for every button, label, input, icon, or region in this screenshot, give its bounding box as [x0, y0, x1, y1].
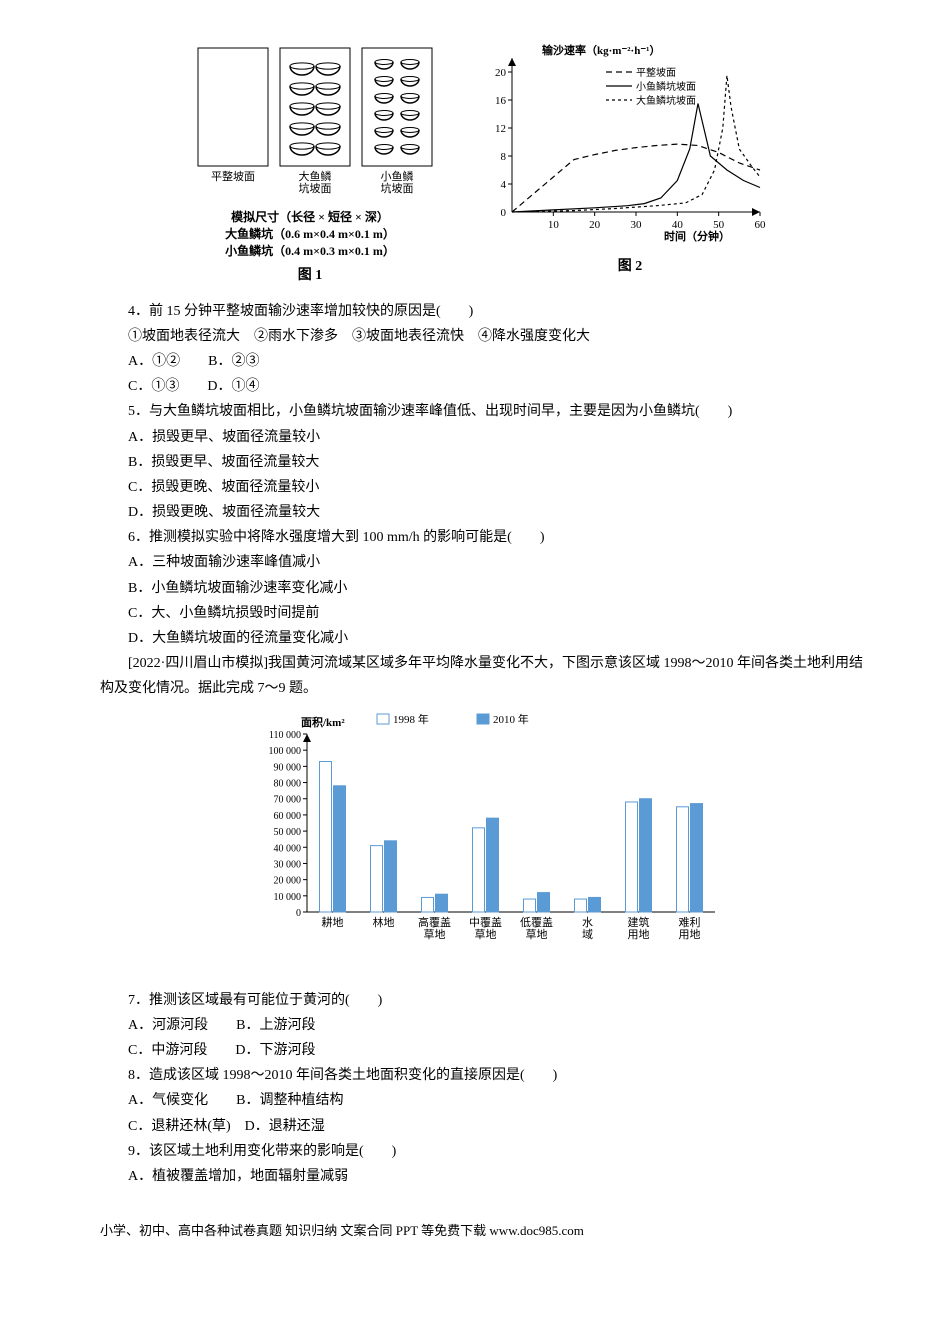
svg-text:难利: 难利 — [679, 916, 701, 929]
svg-text:高覆盖: 高覆盖 — [418, 915, 451, 929]
svg-text:时间（分钟）: 时间（分钟） — [664, 229, 730, 243]
svg-text:20 000: 20 000 — [274, 875, 302, 886]
svg-text:40 000: 40 000 — [274, 843, 302, 854]
q6-optB: B．小鱼鳞坑坡面输沙速率变化减小 — [100, 576, 870, 601]
svg-text:0: 0 — [296, 908, 301, 919]
figure-1: 平整坡面大鱼鳞坑坡面小鱼鳞坑坡面 模拟尺寸（长径 × 短径 × 深） 大鱼鳞坑（… — [180, 40, 440, 289]
svg-text:50 000: 50 000 — [274, 827, 302, 838]
q5-optD: D．损毁更晚、坡面径流量较大 — [100, 500, 870, 525]
svg-text:100 000: 100 000 — [269, 746, 302, 757]
fig1-dim-title: 模拟尺寸（长径 × 短径 × 深） — [225, 209, 395, 226]
svg-text:4: 4 — [501, 179, 507, 191]
q4-sub: ①坡面地表径流大 ②雨水下渗多 ③坡面地表径流快 ④降水强度变化大 — [100, 324, 870, 349]
q9-optA: A．植被覆盖增加，地面辐射量减弱 — [100, 1164, 870, 1189]
q9-stem: 9．该区域土地利用变化带来的影响是( ) — [100, 1139, 870, 1164]
svg-text:30: 30 — [631, 219, 643, 231]
bar-chart-svg: 0 10 000 20 000 30 000 40 000 50 000 60 000 70 … — [245, 708, 725, 978]
q8-optA: A．气候变化 — [128, 1093, 208, 1108]
svg-text:中覆盖: 中覆盖 — [469, 915, 502, 929]
svg-text:草地: 草地 — [526, 928, 548, 941]
svg-text:坑坡面: 坑坡面 — [381, 181, 414, 195]
svg-text:草地: 草地 — [424, 928, 446, 941]
q7-optC: C．中游河段 — [128, 1043, 207, 1058]
svg-text:10: 10 — [548, 219, 560, 231]
svg-text:草地: 草地 — [475, 928, 497, 941]
q8-optC: C．退耕还林(草) — [128, 1119, 231, 1134]
q4-optA: A．①② — [128, 354, 180, 369]
q4-stem: 4．前 15 分钟平整坡面输沙速率增加较快的原因是( ) — [100, 299, 870, 324]
svg-text:输沙速率（kg·m⁻²·h⁻¹）: 输沙速率（kg·m⁻²·h⁻¹） — [542, 43, 660, 57]
q8-stem: 8．造成该区域 1998～2010 年间各类土地面积变化的直接原因是( ) — [100, 1063, 870, 1088]
svg-text:用地: 用地 — [628, 928, 650, 941]
q5-optB: B．损毁更早、坡面径流量较大 — [100, 450, 870, 475]
svg-text:30 000: 30 000 — [274, 859, 302, 870]
bar-chart: 0 10 000 20 000 30 000 40 000 50 000 60 000 70 … — [100, 708, 870, 978]
fig1-caption: 图 1 — [298, 263, 323, 288]
svg-text:域: 域 — [582, 928, 593, 941]
page-footer: 小学、初中、高中各种试卷真题 知识归纳 文案合同 PPT 等免费下载 www.d… — [100, 1219, 870, 1242]
passage-2: [2022·四川眉山市模拟]我国黄河流域某区域多年平均降水量变化不大，下图示意该… — [100, 651, 870, 701]
q6-optD: D．大鱼鳞坑坡面的径流量变化减小 — [100, 626, 870, 651]
svg-text:大鱼鳞: 大鱼鳞 — [299, 169, 332, 183]
fig2-svg: 4 8 12 16 20 10 20 30 40 50 60 0 输沙速率（kg·m⁻²·h⁻¹） 时间（… — [470, 40, 790, 250]
q4-optD: D．①④ — [207, 379, 259, 394]
q8-optD: D．退耕还湿 — [245, 1119, 325, 1134]
svg-text:坑坡面: 坑坡面 — [299, 181, 332, 195]
svg-text:90 000: 90 000 — [274, 762, 302, 773]
q6-optC: C．大、小鱼鳞坑损毁时间提前 — [100, 601, 870, 626]
figure-2: 4 8 12 16 20 10 20 30 40 50 60 0 输沙速率（kg·m⁻²·h⁻¹） 时间（… — [470, 40, 790, 289]
svg-text:80 000: 80 000 — [274, 778, 302, 789]
svg-text:平整坡面: 平整坡面 — [211, 169, 255, 183]
fig2-caption: 图 2 — [618, 254, 643, 279]
fig1-dim-notes: 模拟尺寸（长径 × 短径 × 深） 大鱼鳞坑（0.6 m×0.4 m×0.1 m… — [225, 209, 395, 259]
svg-text:110 000: 110 000 — [269, 730, 301, 741]
svg-text:20: 20 — [495, 67, 507, 79]
fig1-dim-big: 大鱼鳞坑（0.6 m×0.4 m×0.1 m） — [225, 226, 395, 243]
q7-stem: 7．推测该区域最有可能位于黄河的( ) — [100, 988, 870, 1013]
svg-text:林地: 林地 — [373, 915, 395, 929]
svg-text:水: 水 — [582, 916, 593, 929]
svg-text:16: 16 — [495, 95, 507, 107]
q5-optA: A．损毁更早、坡面径流量较小 — [100, 425, 870, 450]
svg-text:50: 50 — [713, 219, 725, 231]
svg-text:70 000: 70 000 — [274, 794, 302, 805]
fig1-dim-small: 小鱼鳞坑（0.4 m×0.3 m×0.1 m） — [225, 243, 395, 260]
figure-row: 平整坡面大鱼鳞坑坡面小鱼鳞坑坡面 模拟尺寸（长径 × 短径 × 深） 大鱼鳞坑（… — [100, 40, 870, 289]
q7-optD: D．下游河段 — [235, 1043, 315, 1058]
svg-text:用地: 用地 — [679, 928, 701, 941]
q6-optA: A．三种坡面输沙速率峰值减小 — [100, 550, 870, 575]
svg-text:8: 8 — [501, 151, 507, 163]
svg-text:大鱼鳞坑坡面: 大鱼鳞坑坡面 — [636, 94, 696, 107]
svg-text:耕地: 耕地 — [322, 915, 344, 929]
svg-text:20: 20 — [589, 219, 601, 231]
q5-stem: 5．与大鱼鳞坑坡面相比，小鱼鳞坑坡面输沙速率峰值低、出现时间早，主要是因为小鱼鳞… — [100, 399, 870, 424]
svg-text:10 000: 10 000 — [274, 891, 302, 902]
q7-optA: A．河源河段 — [128, 1018, 208, 1033]
q5-optC: C．损毁更晚、坡面径流量较小 — [100, 475, 870, 500]
svg-text:低覆盖: 低覆盖 — [520, 915, 553, 929]
svg-text:小鱼鳞: 小鱼鳞 — [381, 169, 414, 183]
svg-text:平整坡面: 平整坡面 — [636, 66, 676, 79]
svg-text:0: 0 — [501, 207, 507, 219]
svg-text:小鱼鳞坑坡面: 小鱼鳞坑坡面 — [636, 80, 696, 93]
q4-optC: C．①③ — [128, 379, 179, 394]
q4-optB: B．②③ — [208, 354, 259, 369]
q8-optB: B．调整种植结构 — [236, 1093, 343, 1108]
q7-optB: B．上游河段 — [236, 1018, 315, 1033]
svg-text:2010 年: 2010 年 — [493, 712, 529, 726]
q6-stem: 6．推测模拟实验中将降水强度增大到 100 mm/h 的影响可能是( ) — [100, 525, 870, 550]
svg-text:12: 12 — [495, 123, 506, 135]
svg-text:面积/km²: 面积/km² — [301, 715, 345, 729]
svg-text:建筑: 建筑 — [628, 915, 650, 929]
svg-text:1998 年: 1998 年 — [393, 712, 429, 726]
svg-text:40: 40 — [672, 219, 684, 231]
svg-text:60: 60 — [755, 219, 767, 231]
fig1-svg: 平整坡面大鱼鳞坑坡面小鱼鳞坑坡面 — [180, 40, 440, 205]
svg-text:60 000: 60 000 — [274, 810, 302, 821]
